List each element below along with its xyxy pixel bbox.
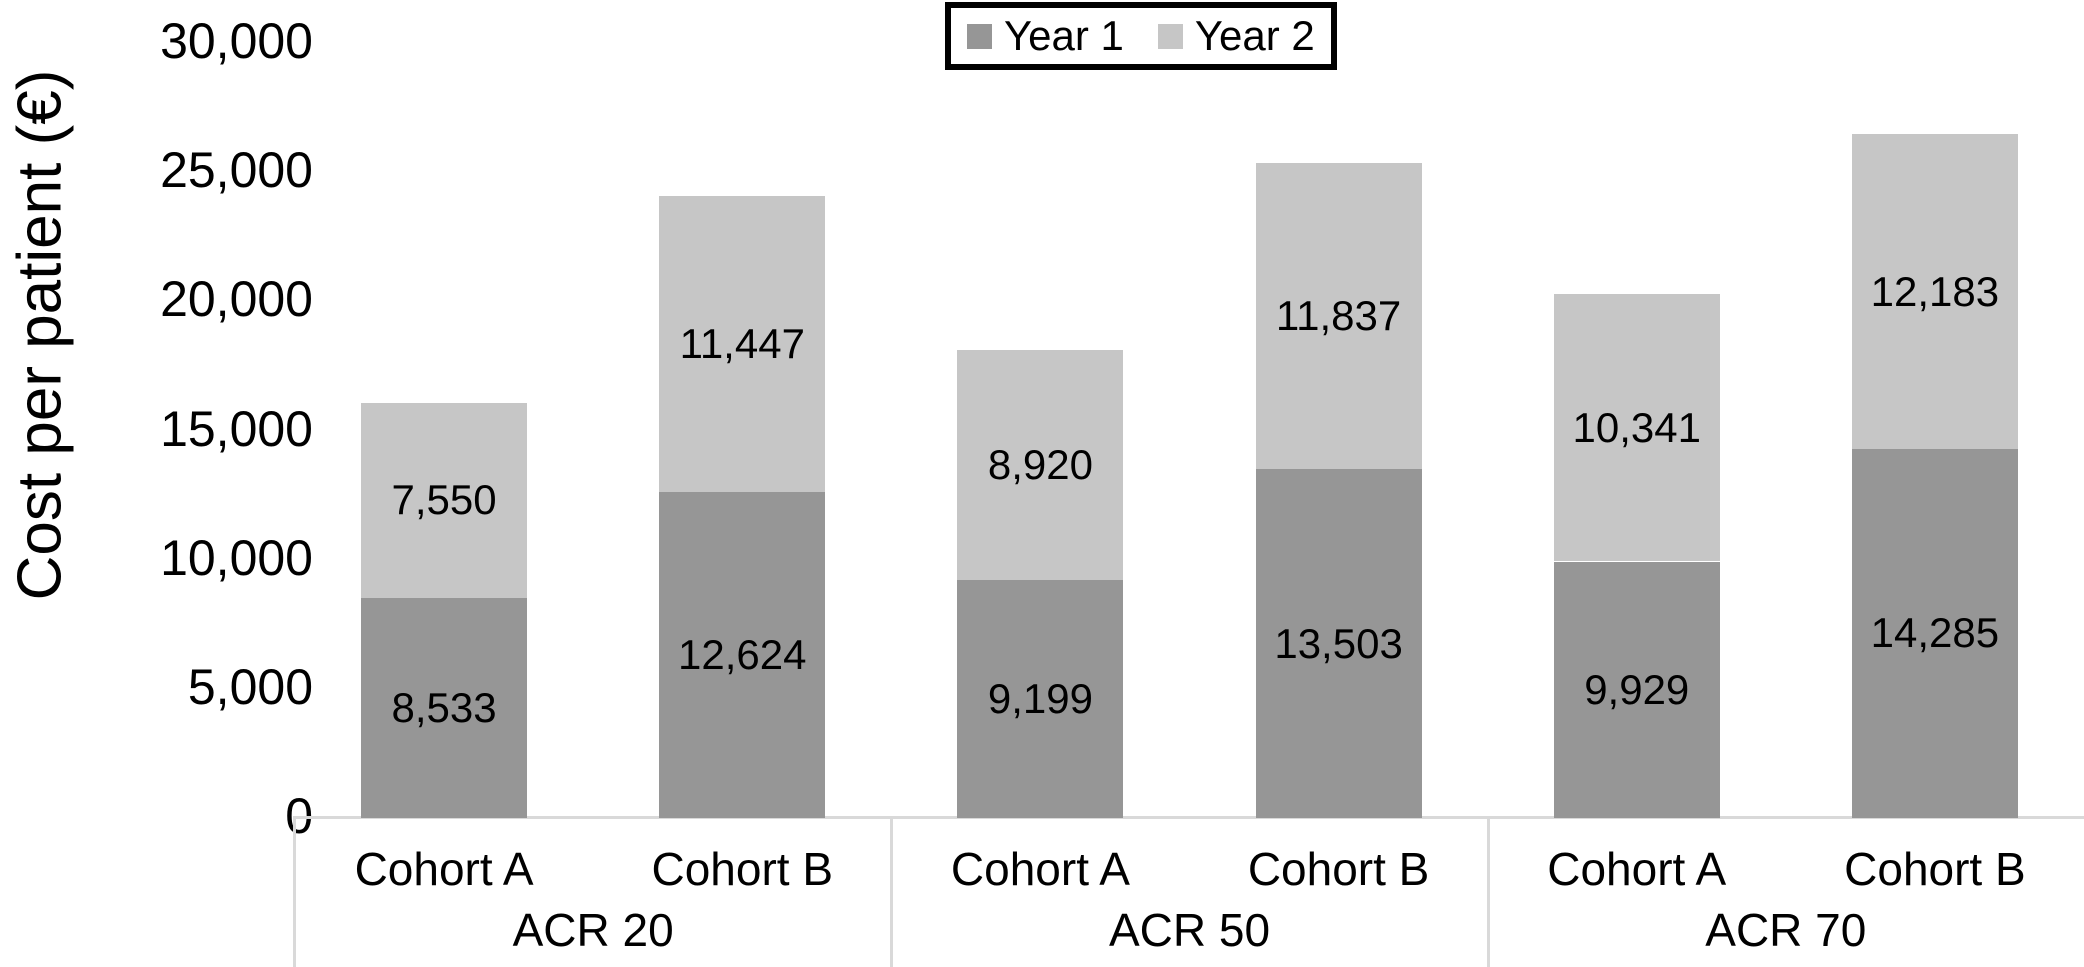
y-tick-label-0: 0 bbox=[285, 788, 313, 844]
bar-segment-year-1-acr-50-cohort-b: 13,503 bbox=[1255, 469, 1422, 818]
bar-segment-year-2-acr-20-cohort-b: 11,447 bbox=[659, 196, 826, 492]
legend-label: Year 2 bbox=[1194, 12, 1315, 59]
bar-segment-year-2-acr-20-cohort-a: 7,550 bbox=[361, 402, 528, 598]
bar-segment-year-2-acr-70-cohort-a: 10,341 bbox=[1553, 294, 1720, 562]
bar-value-label: 9,199 bbox=[987, 675, 1093, 723]
bar-value-label: 7,550 bbox=[391, 476, 497, 524]
x-category-label-cohort-a-3: Cohort A bbox=[950, 843, 1130, 895]
bar-value-label: 12,624 bbox=[678, 630, 807, 678]
bar-segment-year-1-acr-70-cohort-b: 14,285 bbox=[1851, 448, 2018, 818]
y-tick-label-10-000: 10,000 bbox=[160, 529, 313, 586]
bar-value-label: 8,533 bbox=[391, 683, 497, 731]
x-category-label-cohort-b-2: Cohort B bbox=[651, 843, 833, 895]
bar-segment-year-1-acr-20-cohort-a: 8,533 bbox=[361, 597, 528, 818]
legend: Year 1 Year 2 bbox=[945, 2, 1337, 70]
x-category-label-cohort-a-1: Cohort A bbox=[354, 843, 534, 895]
y-tick-label-25-000: 25,000 bbox=[160, 142, 313, 199]
x-group-label-acr-20: ACR 20 bbox=[512, 904, 674, 956]
group-separator-2 bbox=[1486, 818, 1490, 967]
bar-segment-year-2-acr-50-cohort-b: 11,837 bbox=[1255, 163, 1422, 470]
x-category-label-cohort-a-5: Cohort A bbox=[1547, 843, 1727, 895]
bar-segment-year-2-acr-50-cohort-a: 8,920 bbox=[957, 349, 1124, 581]
bar-value-label: 9,929 bbox=[1584, 665, 1690, 713]
x-group-label-acr-50: ACR 50 bbox=[1108, 904, 1271, 956]
x-category-label-cohort-b-4: Cohort B bbox=[1247, 843, 1430, 895]
bar-value-label: 10,341 bbox=[1572, 403, 1701, 451]
bar-segment-year-1-acr-50-cohort-a: 9,199 bbox=[957, 580, 1124, 818]
legend-label: Year 1 bbox=[1004, 12, 1124, 59]
x-group-label-acr-70: ACR 70 bbox=[1705, 904, 1867, 956]
legend-entry-year-1: Year 1 bbox=[967, 12, 1124, 60]
bar-value-label: 12,183 bbox=[1870, 267, 2000, 315]
label-frame-left-border bbox=[293, 818, 296, 967]
y-tick-label-20-000: 20,000 bbox=[160, 271, 313, 328]
legend-entry-year-2: Year 2 bbox=[1157, 12, 1315, 60]
bar-segment-year-1-acr-20-cohort-b: 12,624 bbox=[659, 491, 826, 818]
legend-swatch-icon bbox=[1157, 23, 1183, 49]
y-tick-label-15-000: 15,000 bbox=[160, 400, 313, 457]
y-tick-label-30-000: 30,000 bbox=[160, 13, 313, 69]
legend-swatch-icon bbox=[967, 23, 992, 49]
bar-value-label: 13,503 bbox=[1274, 619, 1403, 667]
bar-value-label: 14,285 bbox=[1870, 609, 2000, 657]
bar-value-label: 8,920 bbox=[987, 441, 1093, 489]
y-tick-label-5-000: 5,000 bbox=[187, 658, 313, 715]
group-separator-1 bbox=[890, 818, 894, 967]
bar-segment-year-2-acr-70-cohort-b: 12,183 bbox=[1851, 134, 2018, 449]
x-category-label-cohort-b-6: Cohort B bbox=[1844, 843, 2026, 895]
bar-value-label: 11,447 bbox=[679, 320, 805, 367]
bar-segment-year-1-acr-70-cohort-a: 9,929 bbox=[1553, 561, 1720, 818]
bar-value-label: 11,837 bbox=[1275, 292, 1402, 340]
x-axis-baseline bbox=[293, 816, 2084, 819]
